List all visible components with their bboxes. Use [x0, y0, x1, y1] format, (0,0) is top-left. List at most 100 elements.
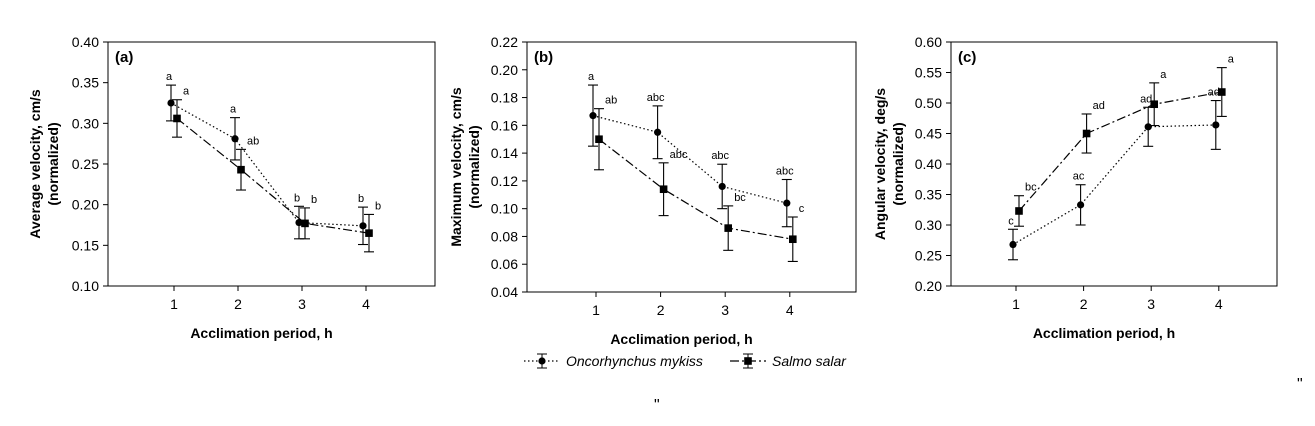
- data-point-circle: [231, 135, 239, 143]
- data-point-square: [1082, 129, 1091, 138]
- significance-label: b: [311, 194, 317, 206]
- data-point-square: [789, 235, 797, 244]
- legend-label: Oncorhynchus mykiss: [566, 353, 703, 369]
- y-tick-label: 0.12: [491, 173, 518, 189]
- series-line: [170, 102, 364, 227]
- y-tick-label: 0.25: [72, 156, 99, 172]
- significance-label: ad: [1140, 93, 1152, 105]
- significance-label: bc: [734, 192, 746, 204]
- significance-label: ac: [1073, 171, 1085, 183]
- y-tick-label: 0.20: [491, 62, 518, 78]
- data-point-circle: [589, 112, 597, 120]
- data-point-circle: [654, 128, 662, 136]
- x-axis-label: Acclimation period, h: [1033, 325, 1175, 341]
- y-axis-label: (normalized): [466, 125, 482, 208]
- x-axis-label: Acclimation period, h: [610, 331, 752, 347]
- series-line: [1012, 124, 1216, 246]
- significance-label: a: [1160, 69, 1167, 81]
- significance-label: c: [1008, 215, 1014, 227]
- data-point-square: [1015, 207, 1023, 215]
- x-tick-label: 2: [1080, 296, 1088, 312]
- significance-label: b: [294, 192, 300, 204]
- data-point-square: [365, 229, 373, 237]
- x-axis-label: Acclimation period, h: [190, 325, 332, 341]
- data-point-circle: [1144, 123, 1152, 131]
- y-tick-label: 0.04: [491, 284, 518, 300]
- y-tick-label: 0.18: [491, 90, 518, 106]
- y-tick-label: 0.08: [491, 228, 518, 244]
- x-tick-label: 2: [234, 296, 242, 312]
- data-point-circle: [167, 99, 175, 107]
- y-axis-label: (normalized): [890, 122, 906, 205]
- significance-label: a: [183, 86, 190, 98]
- plot-frame: [950, 41, 1278, 287]
- panel-label: (c): [958, 49, 976, 66]
- significance-label: ab: [247, 135, 259, 147]
- data-point-square: [237, 165, 245, 174]
- significance-label: bc: [1025, 182, 1037, 194]
- x-tick-label: 4: [1215, 296, 1223, 312]
- y-tick-label: 0.06: [491, 256, 518, 272]
- y-tick-label: 0.20: [915, 278, 942, 294]
- y-tick-label: 0.55: [915, 65, 942, 81]
- data-point-square: [595, 135, 603, 144]
- stray-quote-mark: ": [654, 397, 660, 414]
- x-tick-label: 1: [592, 302, 600, 318]
- y-axis-label: (normalized): [45, 122, 61, 205]
- significance-label: ab: [605, 95, 617, 107]
- series-line: [1018, 91, 1222, 212]
- data-point-square: [173, 114, 181, 123]
- y-tick-label: 0.14: [491, 145, 518, 161]
- x-tick-label: 2: [657, 302, 665, 318]
- x-tick-label: 3: [1147, 296, 1155, 312]
- significance-label: a: [588, 71, 595, 83]
- panel-label: (b): [534, 49, 553, 66]
- significance-label: a: [230, 104, 237, 116]
- y-tick-label: 0.10: [72, 278, 99, 294]
- panel-label: (a): [115, 49, 133, 66]
- series-line: [592, 115, 787, 204]
- stray-quote-mark: ": [1297, 376, 1303, 393]
- x-tick-label: 1: [170, 296, 178, 312]
- data-point-square: [301, 219, 309, 228]
- data-point-square: [1150, 100, 1158, 109]
- significance-label: abc: [670, 149, 688, 161]
- y-axis-label: Angular velocity, deg/s: [872, 88, 888, 240]
- significance-label: c: [799, 203, 805, 215]
- data-point-square: [1218, 88, 1226, 96]
- legend-label: Salmo salar: [772, 353, 847, 369]
- significance-label: ad: [1208, 87, 1220, 99]
- y-tick-label: 0.30: [915, 217, 942, 233]
- y-tick-label: 0.40: [915, 156, 942, 172]
- significance-label: ad: [1093, 100, 1105, 112]
- legend-marker-circle: [538, 357, 546, 365]
- y-tick-label: 0.25: [915, 248, 942, 264]
- x-tick-label: 4: [362, 296, 370, 312]
- y-axis-label: Average velocity, cm/s: [27, 89, 43, 239]
- y-tick-label: 0.20: [72, 197, 99, 213]
- x-tick-label: 3: [721, 302, 729, 318]
- data-point-circle: [783, 199, 791, 207]
- significance-label: abc: [776, 166, 794, 178]
- y-tick-label: 0.22: [491, 34, 518, 50]
- data-point-circle: [718, 182, 726, 191]
- data-point-circle: [1077, 201, 1085, 209]
- significance-label: b: [375, 200, 381, 212]
- data-point-square: [659, 185, 668, 194]
- data-point-circle: [1009, 240, 1017, 249]
- y-axis-label: Maximum velocity, cm/s: [448, 87, 464, 246]
- data-point-circle: [295, 218, 303, 227]
- y-tick-label: 0.40: [72, 34, 99, 50]
- y-tick-label: 0.35: [915, 187, 942, 203]
- significance-label: abc: [647, 92, 665, 104]
- data-point-square: [724, 224, 732, 232]
- series-line: [176, 117, 370, 234]
- data-point-circle: [1212, 121, 1220, 129]
- x-tick-label: 1: [1012, 296, 1020, 312]
- series-line: [598, 138, 793, 240]
- significance-label: b: [358, 193, 364, 205]
- y-tick-label: 0.15: [72, 237, 99, 253]
- legend-marker-square: [744, 357, 752, 365]
